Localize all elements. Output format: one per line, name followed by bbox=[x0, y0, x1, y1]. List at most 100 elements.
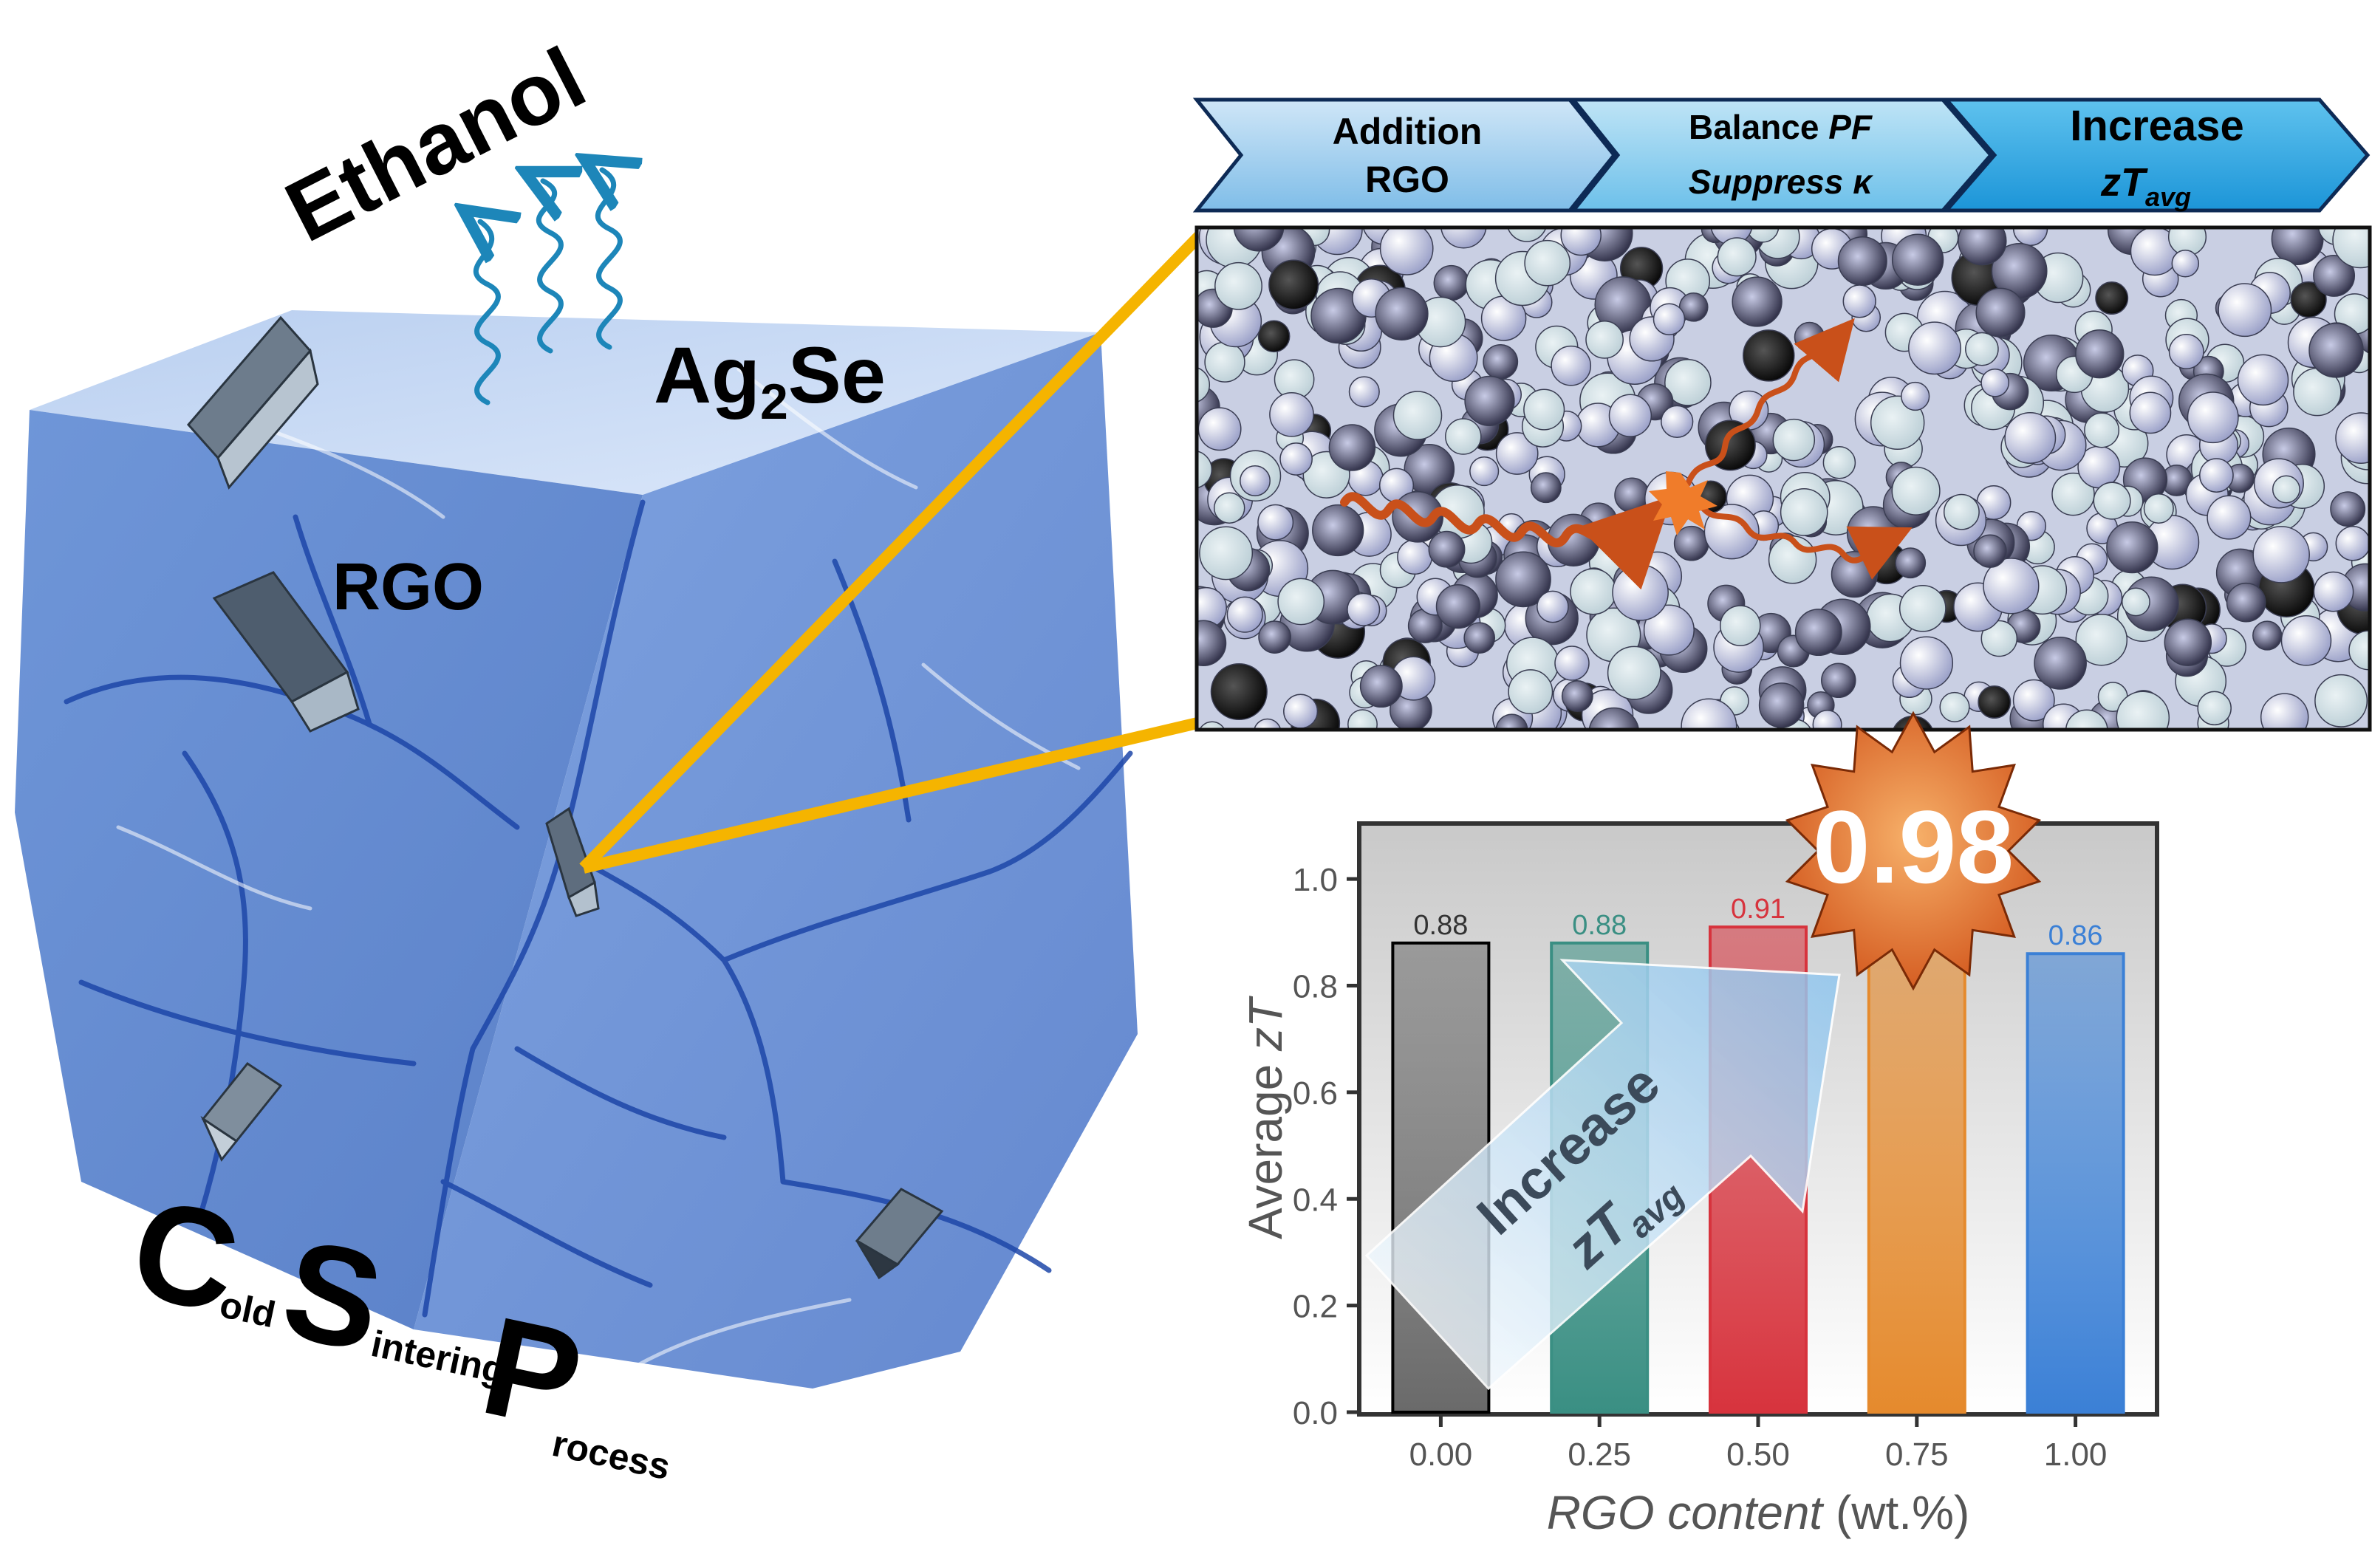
increase-arrow: Increase zTavg bbox=[1364, 959, 1841, 1391]
y-axis-title-zt: zT bbox=[1239, 996, 1292, 1052]
grain bbox=[2197, 691, 2232, 726]
process-step-increase-zt: Increase zTavg bbox=[1942, 97, 2371, 213]
rgo-flake bbox=[187, 315, 319, 490]
grain bbox=[1508, 669, 1554, 715]
grain bbox=[1661, 405, 1694, 438]
grain bbox=[1257, 320, 1291, 353]
grain bbox=[1612, 564, 1669, 621]
grain bbox=[2187, 391, 2239, 444]
grain bbox=[2260, 693, 2309, 730]
grain bbox=[2226, 582, 2266, 623]
ethanol-label: Ethanol bbox=[271, 29, 600, 261]
step3-line2: zTavg bbox=[2100, 160, 2191, 212]
grain bbox=[1495, 713, 1528, 730]
grain bbox=[1743, 329, 1795, 382]
grain bbox=[1965, 332, 1999, 366]
grain bbox=[1717, 237, 1757, 277]
grain bbox=[2012, 679, 2055, 722]
grain bbox=[2252, 620, 2283, 651]
grain bbox=[1445, 418, 1482, 455]
grain bbox=[2051, 472, 2095, 516]
x-tick-label: 0.50 bbox=[1726, 1437, 1790, 1473]
grain bbox=[1375, 287, 1429, 340]
grain bbox=[1978, 685, 2012, 719]
grain bbox=[1588, 707, 1639, 730]
grain bbox=[2271, 227, 2324, 266]
grain bbox=[1469, 456, 1500, 487]
grain bbox=[1537, 590, 1569, 623]
y-tick-label: 0.4 bbox=[1293, 1182, 1338, 1218]
grain bbox=[1495, 432, 1539, 475]
grain bbox=[1560, 227, 1602, 256]
grain bbox=[1440, 227, 1487, 249]
grain bbox=[1348, 376, 1380, 408]
grain bbox=[1233, 227, 1285, 252]
x-axis-title-main: RGO content bbox=[1547, 1486, 1825, 1539]
grain bbox=[1980, 620, 2018, 657]
grain bbox=[1898, 584, 1947, 632]
grain bbox=[1614, 477, 1650, 513]
grain bbox=[1483, 343, 1519, 380]
y-tick-label: 0.8 bbox=[1293, 969, 1338, 1005]
grain bbox=[1821, 663, 1856, 699]
grain bbox=[2199, 458, 2234, 493]
grain bbox=[1732, 276, 1783, 327]
grain bbox=[1197, 620, 1227, 667]
grain bbox=[1269, 391, 1314, 437]
ag2se-subscript: 2 bbox=[760, 374, 788, 430]
grain bbox=[2168, 334, 2204, 369]
grain bbox=[1463, 622, 1496, 654]
grain bbox=[1197, 451, 1213, 489]
grain bbox=[1204, 341, 1245, 383]
grain bbox=[1428, 530, 1466, 568]
y-tick-label: 0.0 bbox=[1293, 1395, 1338, 1431]
grain bbox=[1554, 646, 1590, 681]
step2-pf: PF bbox=[1828, 108, 1873, 146]
csp-rocess: rocess bbox=[549, 1423, 674, 1487]
cube-left-face bbox=[15, 410, 643, 1329]
grain bbox=[1895, 547, 1927, 579]
ethanol-vapor-arrows bbox=[476, 170, 620, 405]
grain bbox=[1899, 636, 1954, 690]
grain bbox=[2164, 618, 2212, 666]
grain bbox=[2272, 475, 2300, 504]
grain bbox=[1812, 710, 1842, 730]
y-tick-label: 0.2 bbox=[1293, 1289, 1338, 1325]
rgo-label: RGO bbox=[332, 550, 484, 624]
grain bbox=[1980, 368, 2010, 397]
rgo-flake bbox=[855, 1188, 944, 1280]
grain bbox=[2308, 323, 2364, 378]
grain bbox=[2332, 227, 2370, 269]
bar-1.00 bbox=[2026, 952, 2125, 1414]
step3-line1: Increase bbox=[2070, 102, 2243, 150]
x-axis: 0.00 0.25 0.50 0.75 1.00 bbox=[1409, 1412, 2108, 1473]
rgo-flakes bbox=[187, 315, 944, 1280]
grain bbox=[1379, 227, 1434, 275]
grain bbox=[2280, 615, 2332, 666]
grain bbox=[1347, 709, 1378, 730]
step3-zt: zT bbox=[2100, 160, 2148, 205]
process-step-balance-pf: Balance PF Suppress κ bbox=[1569, 97, 1994, 213]
grain bbox=[1197, 407, 1242, 451]
grain bbox=[1523, 388, 1565, 431]
step2-suppress: Suppress bbox=[1689, 162, 1853, 201]
x-tick-label: 1.00 bbox=[2044, 1437, 2108, 1473]
grain bbox=[1435, 583, 1481, 629]
bar-value-label: 0.86 bbox=[2048, 920, 2103, 951]
phonon-scattering bbox=[1340, 318, 1913, 590]
x-axis-title: RGO content (wt.%) bbox=[1547, 1486, 1970, 1539]
scattered-phonon-up bbox=[1685, 318, 1855, 487]
grain bbox=[2252, 526, 2310, 583]
grain bbox=[1199, 526, 1254, 581]
grain bbox=[1495, 551, 1551, 608]
zoom-lines bbox=[579, 230, 1205, 874]
y-tick-label: 1.0 bbox=[1293, 862, 1338, 898]
grain bbox=[2129, 391, 2172, 434]
grain bbox=[1551, 345, 1592, 386]
csp-old: old bbox=[216, 1284, 279, 1335]
grain bbox=[2116, 691, 2170, 730]
grain bbox=[2171, 250, 2200, 278]
grain bbox=[1681, 698, 1737, 730]
y-tick-label: 0.6 bbox=[1293, 1075, 1338, 1112]
